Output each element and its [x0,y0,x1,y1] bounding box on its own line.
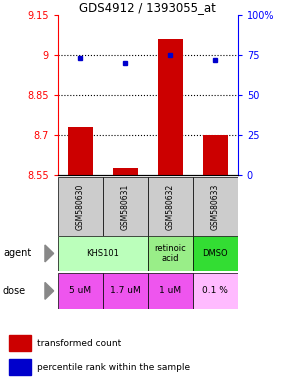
Bar [68,127,93,175]
Bar [148,236,193,271]
Polygon shape [45,283,54,300]
Bar [9,335,31,351]
Bar [158,39,183,175]
Text: 1 uM: 1 uM [159,286,182,295]
Bar [148,177,193,236]
Bar [58,273,103,309]
Bar [9,359,31,375]
Bar [113,168,138,175]
Bar [193,177,238,236]
Title: GDS4912 / 1393055_at: GDS4912 / 1393055_at [79,1,216,14]
Text: 5 uM: 5 uM [69,286,92,295]
Text: KHS101: KHS101 [86,249,119,258]
Bar [193,236,238,271]
Polygon shape [45,245,54,262]
Text: GSM580630: GSM580630 [76,183,85,230]
Bar [58,177,103,236]
Text: GSM580633: GSM580633 [211,183,220,230]
Bar [148,273,193,309]
Bar [193,273,238,309]
Text: retinoic
acid: retinoic acid [155,244,186,263]
Text: agent: agent [3,248,31,258]
Text: 1.7 uM: 1.7 uM [110,286,141,295]
Text: 0.1 %: 0.1 % [202,286,228,295]
Bar [58,236,148,271]
Text: percentile rank within the sample: percentile rank within the sample [37,362,190,372]
Bar [103,177,148,236]
Bar [103,273,148,309]
Text: dose: dose [3,286,26,296]
Text: DMSO: DMSO [202,249,228,258]
Text: GSM580631: GSM580631 [121,183,130,230]
Text: transformed count: transformed count [37,339,121,348]
Text: GSM580632: GSM580632 [166,183,175,230]
Bar [203,135,228,175]
